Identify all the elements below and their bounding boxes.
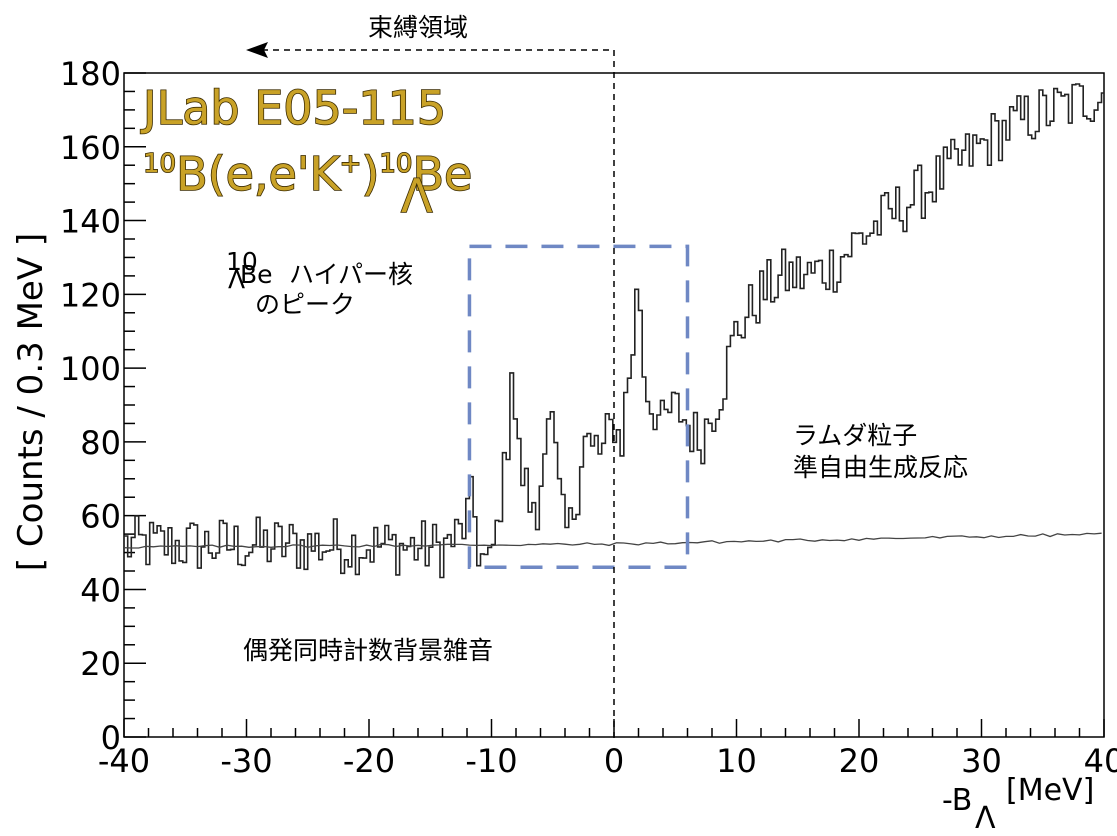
- y-tick-labels: 0 20 40 60 80 100 120 140 160 180: [60, 55, 121, 757]
- chart-title-line2: 10B(e,e'K+)10Be: [143, 147, 472, 201]
- y-tick-label: 40: [80, 571, 121, 609]
- y-tick-label: 0: [101, 719, 121, 757]
- y-tick-label: 80: [80, 424, 121, 462]
- y-tick-label: 120: [60, 276, 121, 314]
- peak-annotation-line1: ハイパー核: [289, 260, 413, 289]
- accidental-background-series: [123, 532, 1102, 549]
- target-mass-number: 10: [143, 149, 176, 179]
- x-tick-labels: -40 -30 -20 -10 0 10 20 30 40: [98, 742, 1117, 780]
- peak-annotation-sub: Λ: [228, 265, 245, 294]
- x-tick-label: 40: [1084, 742, 1117, 780]
- peak-annotation-mass: 10: [226, 247, 258, 276]
- product-lambda-subscript: Λ: [401, 169, 433, 223]
- binding-region-label: 束縛領域: [368, 13, 468, 42]
- quasi-free-annotation-line2: 準自由生成反応: [793, 453, 968, 482]
- x-axis-label-unit: [MeV]: [1006, 773, 1094, 808]
- x-tick-label: 30: [961, 742, 1002, 780]
- histogram-series: [124, 83, 1104, 579]
- x-axis-label-main: -B: [942, 783, 972, 818]
- peak-annotation-line2: のピーク: [255, 290, 355, 319]
- accidental-background-annotation: 偶発同時計数背景雑音: [243, 636, 493, 665]
- product-mass-number: 10: [379, 149, 412, 179]
- y-tick-label: 180: [60, 55, 121, 93]
- x-axis-label-sub: Λ: [975, 801, 996, 836]
- x-tick-label: 0: [604, 742, 624, 780]
- y-tick-label: 20: [80, 645, 121, 683]
- y-axis-label: [ Counts / 0.3 MeV ]: [11, 233, 51, 571]
- reaction-target: B(e,e'K: [176, 147, 341, 201]
- data-layer: [123, 83, 1104, 579]
- binding-region-marker: 束縛領域: [246, 13, 615, 742]
- quasi-free-annotation-line1: ラムダ粒子: [793, 421, 917, 450]
- kaon-charge: +: [340, 149, 362, 179]
- x-tick-label: -40: [98, 742, 150, 780]
- peak-annotation: 10 Λ Be ハイパー核 のピーク: [226, 247, 413, 319]
- reaction-close: ): [361, 147, 379, 201]
- x-tick-label: 20: [839, 742, 880, 780]
- x-tick-label: -20: [343, 742, 395, 780]
- y-tick-label: 160: [60, 129, 121, 167]
- y-tick-label: 140: [60, 203, 121, 241]
- peak-annotation-nucleus: Be: [240, 260, 273, 289]
- y-tick-label: 60: [80, 498, 121, 536]
- arrow-left-icon: [246, 42, 268, 58]
- x-tick-label: -10: [465, 742, 517, 780]
- x-tick-label: 10: [716, 742, 757, 780]
- product-name: Be: [412, 147, 472, 201]
- y-tick-label: 100: [60, 350, 121, 388]
- chart-title-line1: JLab E05-115: [140, 81, 446, 135]
- hypernucleus-highlight-box: [467, 244, 690, 570]
- x-axis-label: -B Λ [MeV]: [942, 773, 1094, 836]
- x-tick-label: -30: [220, 742, 272, 780]
